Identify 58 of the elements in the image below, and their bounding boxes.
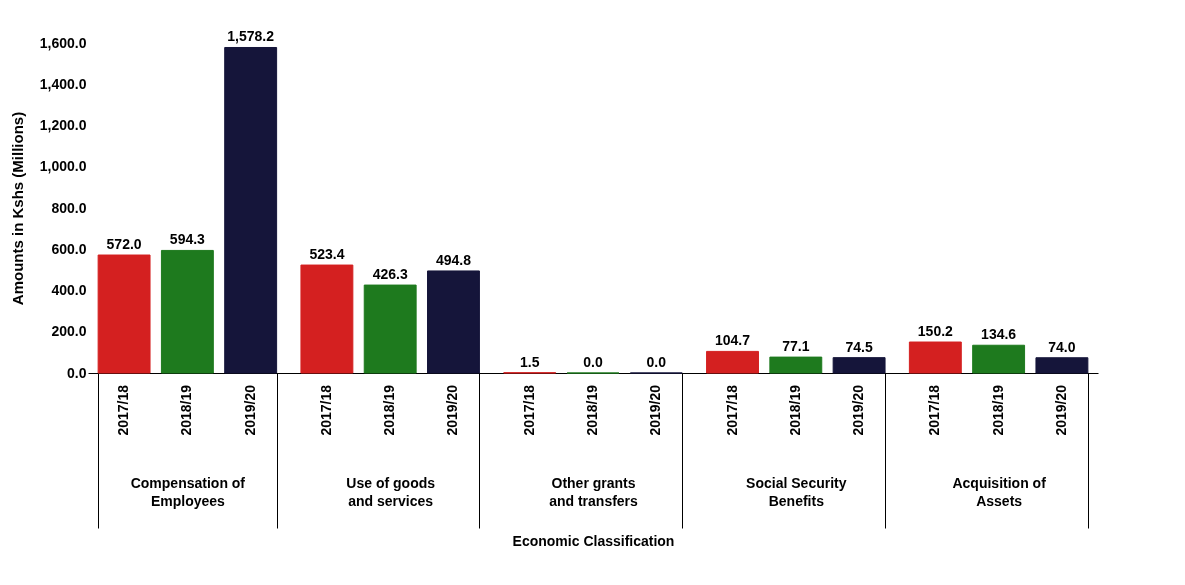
data-label: 594.3 (169, 231, 206, 248)
y-tick-label: 1,000.0 (39, 158, 87, 175)
bar (832, 357, 886, 374)
y-axis-title: Amounts in Kshs (Millions) (8, 111, 26, 306)
bar (706, 350, 759, 374)
y-tick-label: 800.0 (51, 199, 87, 216)
data-label: 77.1 (782, 338, 810, 355)
bar (769, 356, 823, 374)
data-label: 0.0 (583, 354, 603, 370)
text: 2019/20 (647, 385, 664, 436)
text: 2018/19 (786, 385, 803, 436)
bar (1035, 357, 1089, 374)
text: 2018/19 (584, 385, 600, 436)
data-label: 104.7 (715, 332, 751, 349)
y-tick-label: 1,200.0 (39, 117, 87, 133)
data-label: 74.0 (1048, 338, 1076, 355)
x-tick-label: Other grants and transfers (549, 474, 639, 509)
y-tick-label: 400.0 (51, 282, 87, 298)
data-label: 572.0 (106, 236, 142, 253)
y-tick-label: 0.0 (67, 364, 87, 381)
bar (908, 341, 962, 374)
y-tick-label: 1,400.0 (39, 75, 87, 92)
y-tick-label: 200.0 (51, 323, 87, 340)
text: 2017/18 (520, 385, 537, 436)
y-tick-label: 600.0 (51, 240, 87, 257)
bar (972, 344, 1026, 374)
x-tick-label: Social Security Benefits (746, 474, 847, 509)
data-label: 523.4 (309, 246, 345, 263)
text: 2017/18 (926, 385, 943, 436)
data-label: 1.5 (519, 353, 540, 370)
data-label: 494.8 (435, 251, 472, 268)
x-tick-label: Compensation of Employees (130, 474, 246, 509)
text: 2018/19 (178, 384, 195, 436)
text: 2017/18 (723, 385, 740, 436)
y-tick-label: 1,600.0 (39, 34, 87, 51)
bar (363, 284, 417, 374)
bar (160, 249, 214, 374)
bar (427, 270, 480, 374)
bar (97, 254, 151, 374)
text: 2019/20 (1052, 385, 1069, 436)
data-label: 74.5 (845, 338, 873, 355)
text: 2019/20 (241, 384, 258, 436)
data-label: 426.3 (372, 266, 408, 283)
data-label: 0.0 (646, 354, 667, 370)
text: 2017/18 (317, 385, 334, 436)
text: 2018/19 (989, 385, 1006, 436)
bar (224, 47, 278, 374)
text: 2018/19 (381, 385, 398, 436)
data-label: 1,578.2 (227, 28, 275, 45)
bar (300, 264, 354, 374)
x-tick-label: Acquisition of Assets (952, 474, 1047, 509)
text: 2019/20 (850, 385, 867, 436)
x-tick-label: Use of goods and services (346, 474, 436, 509)
text: 2019/20 (444, 385, 461, 436)
data-label: 150.2 (917, 323, 954, 340)
text: 2017/18 (115, 384, 132, 436)
x-axis-title: Economic Classification (512, 533, 675, 549)
data-label: 134.6 (981, 326, 1017, 343)
